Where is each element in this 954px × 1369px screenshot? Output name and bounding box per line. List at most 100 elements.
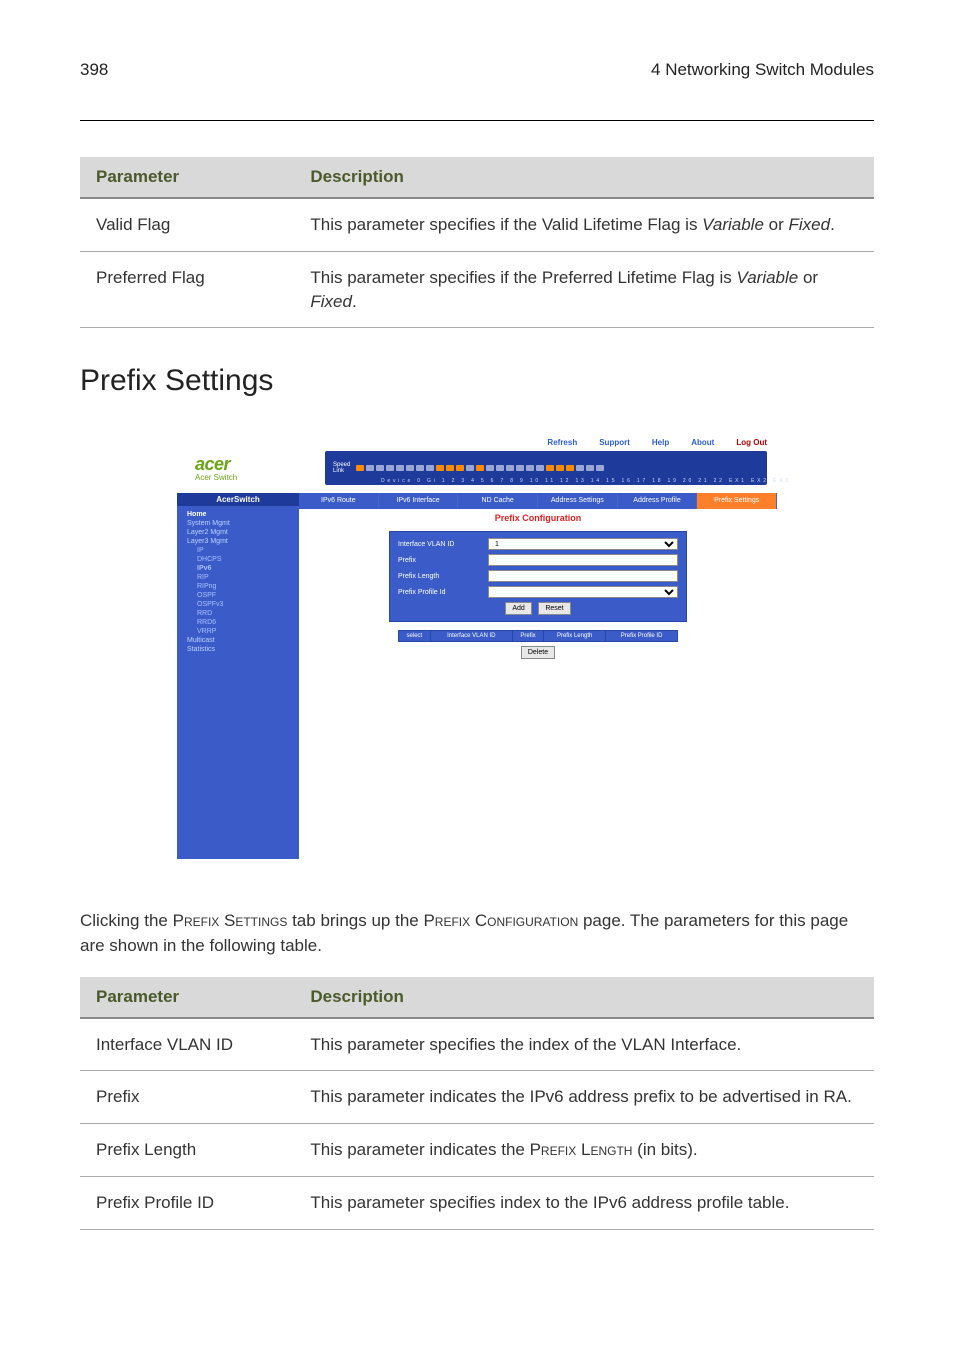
sidebar-nav: AcerSwitch Home System Mgmt Layer2 Mgmt … <box>177 493 299 859</box>
port-led <box>556 465 564 471</box>
sidebar-layer3-mgmt[interactable]: Layer3 Mgmt <box>183 537 293 546</box>
label-interface-vlan-id: Interface VLAN ID <box>398 541 488 548</box>
grid-col-select: select <box>399 631 431 642</box>
sidebar-ripng[interactable]: RIPng <box>183 582 293 591</box>
param-cell: Interface VLAN ID <box>80 1018 294 1071</box>
desc-text: (in bits). <box>632 1140 697 1159</box>
table-row: Preferred Flag This parameter specifies … <box>80 251 874 328</box>
port-led <box>546 465 554 471</box>
port-led <box>486 465 494 471</box>
port-led <box>526 465 534 471</box>
port-led <box>566 465 574 471</box>
grid-col-interface-vlan-id: Interface VLAN ID <box>430 631 512 642</box>
port-led <box>536 465 544 471</box>
port-labels: Speed Link <box>333 462 350 475</box>
body-paragraph: Clicking the Prefix Settings tab brings … <box>80 909 874 958</box>
desc-cell: This parameter specifies if the Valid Li… <box>294 198 874 251</box>
port-led <box>586 465 594 471</box>
sidebar-ip[interactable]: IP <box>183 546 293 555</box>
port-led <box>376 465 384 471</box>
desc-text: This parameter specifies if the Valid Li… <box>310 215 702 234</box>
sidebar-ipv6[interactable]: IPv6 <box>183 564 293 573</box>
body-smallcaps: Prefix Configuration <box>423 911 578 930</box>
desc-text: or <box>798 268 818 287</box>
sidebar-rip[interactable]: RIP <box>183 573 293 582</box>
tab-address-settings[interactable]: Address Settings <box>538 493 618 509</box>
sidebar-vrrp[interactable]: VRRP <box>183 627 293 636</box>
sidebar-home[interactable]: Home <box>183 510 293 519</box>
link-label: Link <box>333 468 350 475</box>
desc-cell: This parameter indicates the Prefix Leng… <box>294 1124 874 1177</box>
label-prefix-length: Prefix Length <box>398 573 488 580</box>
section-title: Prefix Settings <box>80 364 874 398</box>
sidebar-ospfv3[interactable]: OSPFv3 <box>183 600 293 609</box>
col-header-parameter: Parameter <box>80 977 294 1018</box>
desc-em: Variable <box>737 268 799 287</box>
embedded-screenshot: Refresh Support Help About Log Out acer … <box>80 432 874 859</box>
port-numbers: Device 0 Gi 1 2 3 4 5 6 7 8 9 10 11 12 1… <box>381 478 791 484</box>
port-led <box>356 465 364 471</box>
param-cell: Prefix <box>80 1071 294 1124</box>
body-smallcaps: Prefix Settings <box>173 911 288 930</box>
tab-nd-cache[interactable]: ND Cache <box>458 493 538 509</box>
tab-address-profile[interactable]: Address Profile <box>618 493 698 509</box>
label-prefix-profile-id: Prefix Profile Id <box>398 589 488 596</box>
content-tabs: IPv6 Route IPv6 Interface ND Cache Addre… <box>299 493 777 509</box>
chapter-title: 4 Networking Switch Modules <box>651 60 874 80</box>
input-prefix-length[interactable] <box>488 570 678 582</box>
port-led <box>506 465 514 471</box>
param-cell: Prefix Profile ID <box>80 1177 294 1230</box>
select-interface-vlan-id[interactable]: 1 <box>488 538 678 550</box>
port-led <box>576 465 584 471</box>
nav-logout[interactable]: Log Out <box>736 438 767 447</box>
tab-ipv6-interface[interactable]: IPv6 Interface <box>379 493 459 509</box>
sidebar-multicast[interactable]: Multicast <box>183 636 293 645</box>
port-led <box>426 465 434 471</box>
content-pane: IPv6 Route IPv6 Interface ND Cache Addre… <box>299 493 777 859</box>
table-row: Prefix Profile ID This parameter specifi… <box>80 1177 874 1230</box>
tab-ipv6-route[interactable]: IPv6 Route <box>299 493 379 509</box>
port-led <box>496 465 504 471</box>
brand-box: acer Acer Switch <box>195 454 305 482</box>
port-led <box>476 465 484 471</box>
sidebar-device-tab[interactable]: AcerSwitch <box>177 493 299 506</box>
param-cell: Preferred Flag <box>80 251 294 328</box>
desc-text: . <box>352 292 357 311</box>
desc-text: . <box>830 215 835 234</box>
sidebar-statistics[interactable]: Statistics <box>183 645 293 654</box>
select-prefix-profile-id[interactable] <box>488 586 678 598</box>
param-cell: Prefix Length <box>80 1124 294 1177</box>
reset-button[interactable]: Reset <box>538 602 570 615</box>
prefix-form: Interface VLAN ID 1 Prefix Prefix Length <box>389 531 687 622</box>
desc-cell: This parameter specifies if the Preferre… <box>294 251 874 328</box>
sidebar-system-mgmt[interactable]: System Mgmt <box>183 519 293 528</box>
desc-text: This parameter specifies if the Preferre… <box>310 268 736 287</box>
page-header: 398 4 Networking Switch Modules <box>80 60 874 80</box>
sidebar-rrd6[interactable]: RRD6 <box>183 618 293 627</box>
sidebar-dhcps[interactable]: DHCPS <box>183 555 293 564</box>
add-button[interactable]: Add <box>505 602 531 615</box>
grid-col-prefix-length: Prefix Length <box>544 631 606 642</box>
param-cell: Valid Flag <box>80 198 294 251</box>
body-text: tab brings up the <box>287 911 423 930</box>
input-prefix[interactable] <box>488 554 678 566</box>
port-leds <box>356 465 759 471</box>
port-led <box>416 465 424 471</box>
table-row: Prefix Length This parameter indicates t… <box>80 1124 874 1177</box>
prefix-grid: select Interface VLAN ID Prefix Prefix L… <box>398 630 678 642</box>
tab-prefix-settings[interactable]: Prefix Settings <box>697 493 777 509</box>
brand-subtitle: Acer Switch <box>195 473 305 482</box>
nav-help[interactable]: Help <box>652 438 669 447</box>
sidebar-ospf[interactable]: OSPF <box>183 591 293 600</box>
delete-button[interactable]: Delete <box>521 646 555 659</box>
header-divider <box>80 120 874 121</box>
table-row: Interface VLAN ID This parameter specifi… <box>80 1018 874 1071</box>
sidebar-layer2-mgmt[interactable]: Layer2 Mgmt <box>183 528 293 537</box>
port-led <box>406 465 414 471</box>
nav-refresh[interactable]: Refresh <box>547 438 577 447</box>
desc-cell: This parameter indicates the IPv6 addres… <box>294 1071 874 1124</box>
desc-smallcaps: Prefix Length <box>530 1140 633 1159</box>
nav-support[interactable]: Support <box>599 438 630 447</box>
sidebar-rrd[interactable]: RRD <box>183 609 293 618</box>
nav-about[interactable]: About <box>691 438 714 447</box>
